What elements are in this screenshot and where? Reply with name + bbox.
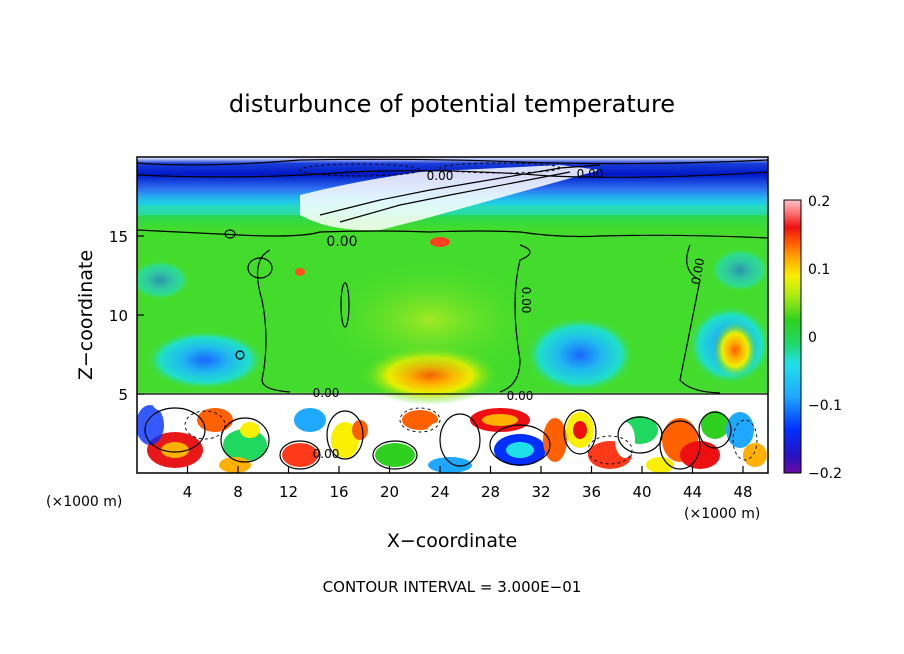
colorbar-label: −0.1: [808, 398, 842, 414]
x-tick-label: 16: [329, 483, 348, 501]
colorbar-labels: 0.2 0.1 0 −0.1 −0.2: [808, 194, 842, 482]
cool-anomaly-mid: [525, 317, 635, 393]
x-tick-labels: 4 8 12 16 20 24 28 32 36 40 44 48: [183, 483, 753, 501]
contour-value-labels: 0.00 0.00 0.00 0.00 0.00 0.00 0.00 0.00: [313, 167, 708, 461]
x-tick-label: 44: [683, 483, 702, 501]
x-tick-label: 28: [481, 483, 500, 501]
colorbar-label: 0.2: [808, 194, 830, 210]
contour-interval-note: CONTOUR INTERVAL = 3.000E−01: [323, 578, 582, 596]
x-unit-left: (×1000 m): [46, 494, 122, 510]
x-axis-label: X−coordinate: [387, 530, 517, 552]
colorbar: [783, 199, 802, 474]
contour-label: 0.00: [427, 169, 454, 183]
x-tick-label: 36: [582, 483, 601, 501]
colorbar-label: 0.1: [808, 262, 830, 278]
z-tick-label: 5: [118, 386, 128, 404]
x-tick-label: 20: [380, 483, 399, 501]
x-tick-label: 48: [733, 483, 752, 501]
warm-anomaly-right: [713, 322, 757, 378]
warm-spot-left: [295, 268, 305, 276]
warm-spot-top: [430, 237, 450, 247]
x-tick-label: 24: [430, 483, 449, 501]
x-tick-label: 40: [632, 483, 651, 501]
colorbar-label: 0: [808, 330, 817, 346]
x-tick-label: 8: [233, 483, 243, 501]
contour-label: 0.00: [326, 234, 357, 250]
x-unit-right: (×1000 m): [684, 506, 760, 522]
contour-label: 0.00: [313, 447, 340, 461]
contour-label: 0.00: [519, 287, 533, 314]
contour-dashed: [184, 162, 758, 465]
cool-anomaly-top-left: [137, 260, 190, 300]
lime-region: [320, 260, 540, 380]
plot-area: 0.00 0.00 0.00 0.00 0.00 0.00 0.00 0.00: [137, 157, 768, 473]
contour-lines: [137, 158, 768, 470]
z-tick-label: 10: [109, 307, 128, 325]
x-ticks: [186, 466, 744, 473]
chart-title: disturbunce of potential temperature: [229, 90, 675, 118]
contour-label: 0.00: [313, 386, 340, 400]
cool-anomaly-left: [145, 330, 265, 390]
colorbar-label: −0.2: [808, 466, 842, 482]
x-tick-label: 12: [279, 483, 298, 501]
cool-anomaly-top-right: [710, 248, 768, 292]
boundary-layer: [137, 397, 767, 473]
y-axis-label: Z−coordinate: [75, 250, 97, 380]
contour-label: 0.00: [689, 257, 707, 286]
upper-jet: [300, 165, 600, 231]
contour-label: 0.00: [577, 167, 604, 181]
x-tick-label: 32: [531, 483, 550, 501]
contour-label: 0.00: [507, 389, 534, 403]
z-ticks: [137, 235, 144, 395]
z-tick-label: 15: [109, 228, 128, 246]
x-tick-label: 4: [183, 483, 193, 501]
z-tick-labels: 5 10 15: [109, 228, 128, 404]
